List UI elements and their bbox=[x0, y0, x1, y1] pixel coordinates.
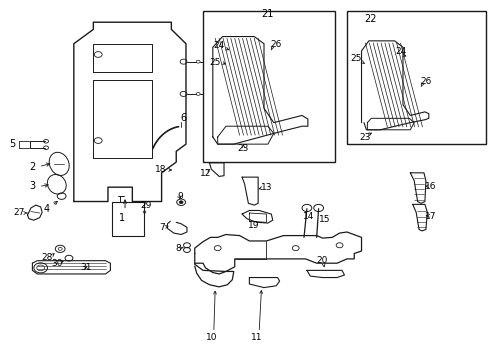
Circle shape bbox=[179, 201, 183, 204]
Text: 25: 25 bbox=[209, 58, 221, 67]
Text: 27: 27 bbox=[14, 208, 25, 217]
Text: 26: 26 bbox=[270, 40, 281, 49]
Text: 11: 11 bbox=[250, 333, 262, 342]
Text: 1: 1 bbox=[118, 213, 124, 222]
Text: 28: 28 bbox=[41, 253, 53, 262]
Text: 16: 16 bbox=[424, 181, 436, 190]
Bar bbox=[346, 12, 485, 144]
Text: 31: 31 bbox=[80, 264, 92, 273]
Text: 24: 24 bbox=[394, 47, 406, 56]
Text: 2: 2 bbox=[29, 162, 36, 172]
Text: 20: 20 bbox=[316, 256, 327, 265]
Text: 14: 14 bbox=[303, 212, 314, 221]
Text: 23: 23 bbox=[359, 133, 370, 142]
Text: 19: 19 bbox=[247, 221, 259, 230]
Text: 9: 9 bbox=[177, 192, 183, 201]
Text: 10: 10 bbox=[205, 333, 217, 342]
Text: 3: 3 bbox=[29, 181, 35, 192]
Text: 24: 24 bbox=[213, 41, 224, 50]
Text: 18: 18 bbox=[155, 166, 166, 175]
Text: 6: 6 bbox=[180, 113, 186, 123]
Text: 4: 4 bbox=[44, 204, 50, 214]
Text: 13: 13 bbox=[260, 183, 272, 192]
Bar bbox=[112, 202, 143, 235]
Text: 23: 23 bbox=[237, 144, 249, 153]
Text: 21: 21 bbox=[261, 9, 274, 19]
Bar bbox=[203, 12, 334, 162]
Text: 29: 29 bbox=[140, 201, 151, 210]
Text: 12: 12 bbox=[200, 169, 211, 178]
Text: 7: 7 bbox=[159, 223, 164, 232]
Text: 30: 30 bbox=[51, 259, 62, 268]
Text: 5: 5 bbox=[9, 139, 16, 149]
Text: 8: 8 bbox=[176, 244, 181, 253]
Text: 25: 25 bbox=[349, 54, 361, 63]
Text: 22: 22 bbox=[363, 14, 376, 24]
Text: 15: 15 bbox=[319, 215, 330, 224]
Text: 17: 17 bbox=[424, 212, 436, 221]
Text: 26: 26 bbox=[419, 77, 431, 86]
